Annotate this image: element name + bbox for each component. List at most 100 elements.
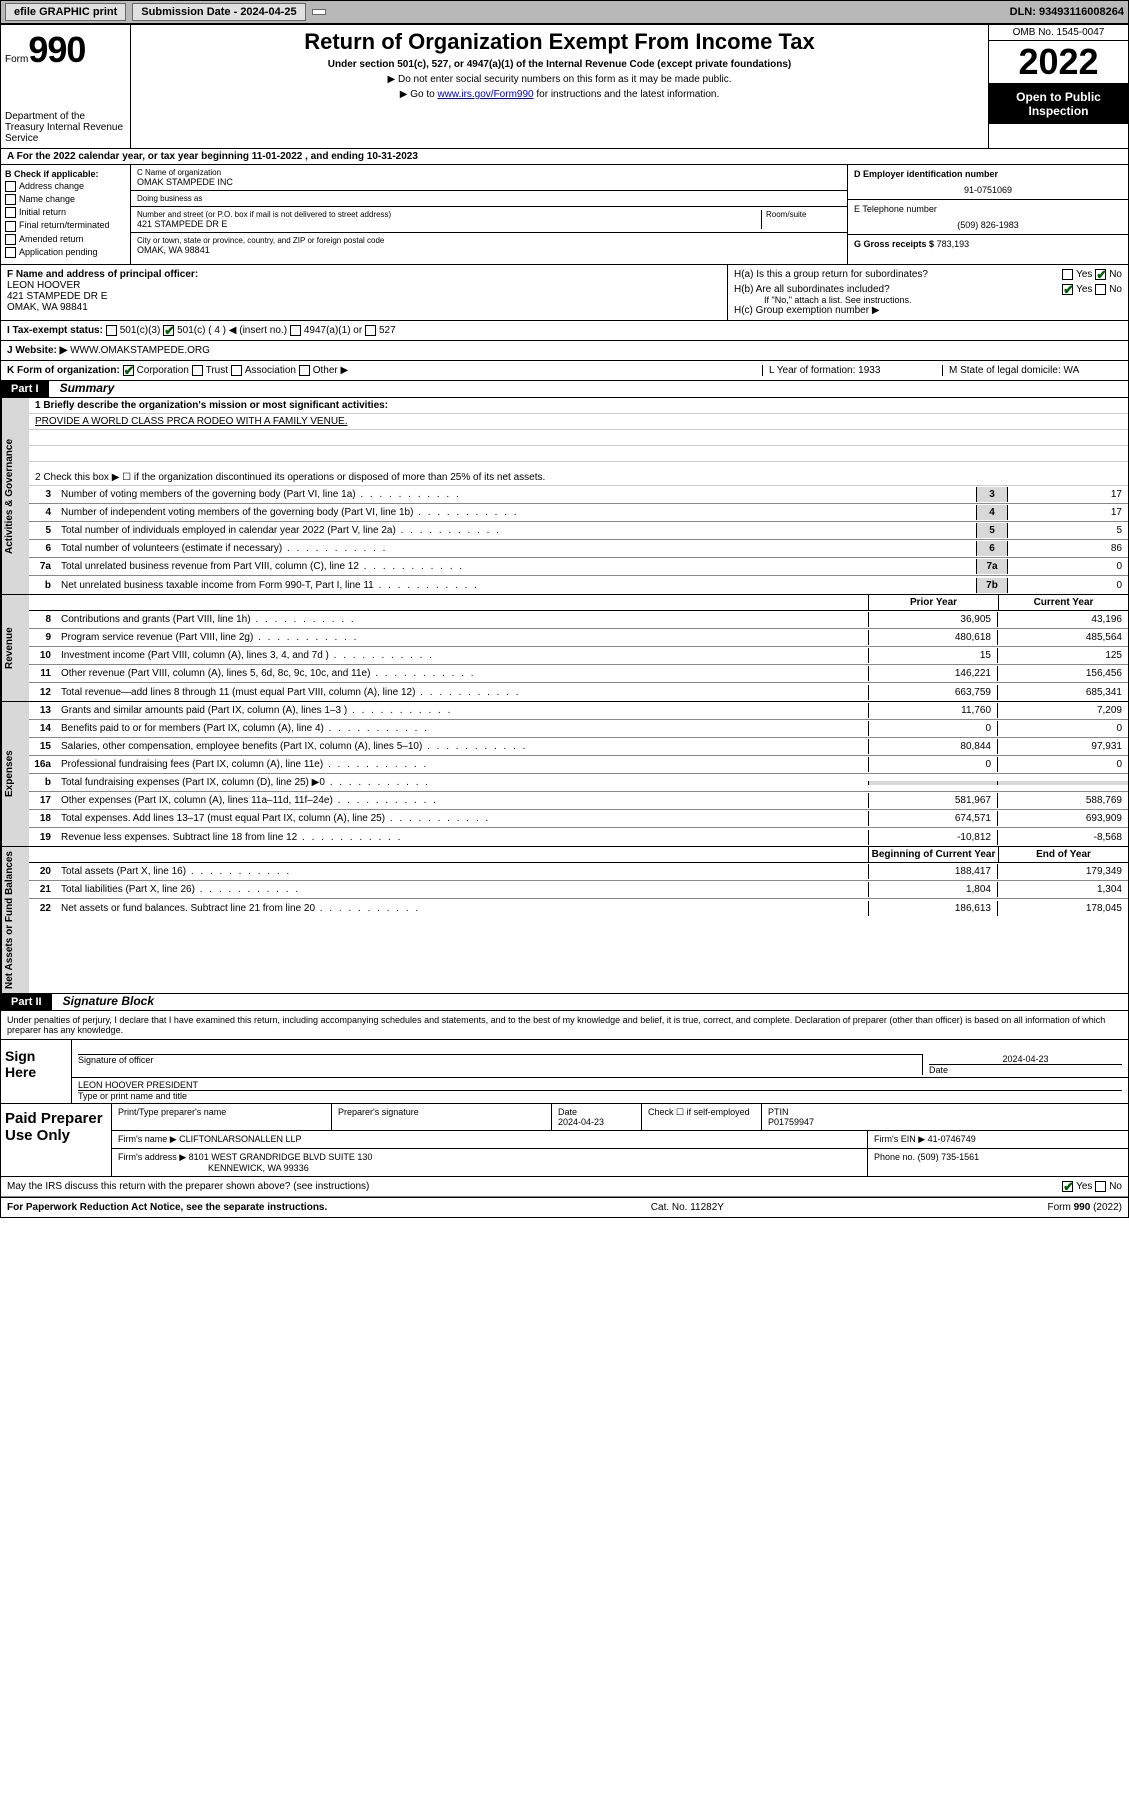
chk-ha-yes[interactable] [1062, 269, 1073, 280]
form-number: 990 [28, 29, 85, 70]
subdate-field [312, 9, 326, 15]
side-netassets: Net Assets or Fund Balances [1, 847, 29, 993]
line-16a: 16aProfessional fundraising fees (Part I… [29, 756, 1128, 774]
omb-number: OMB No. 1545-0047 [989, 25, 1128, 41]
org-name: OMAK STAMPEDE INC [137, 177, 841, 187]
firm-addr: 8101 WEST GRANDRIDGE BLVD SUITE 130 [189, 1152, 373, 1162]
subtitle-1: Under section 501(c), 527, or 4947(a)(1)… [139, 59, 980, 70]
officer-name: LEON HOOVER [7, 280, 721, 291]
chk-other[interactable] [299, 365, 310, 376]
sig-date: 2024-04-23 [929, 1054, 1122, 1064]
top-bar: efile GRAPHIC print Submission Date - 20… [0, 0, 1129, 24]
chk-hb-yes[interactable] [1062, 284, 1073, 295]
col-b-checkboxes: B Check if applicable: Address change Na… [1, 165, 131, 264]
line-7a: 7aTotal unrelated business revenue from … [29, 558, 1128, 576]
street-address: 421 STAMPEDE DR E [137, 219, 761, 229]
subtitle-2: ▶ Do not enter social security numbers o… [139, 74, 980, 85]
prep-date: 2024-04-23 [558, 1117, 604, 1127]
footer-mid: Cat. No. 11282Y [651, 1202, 724, 1213]
paid-preparer: Paid Preparer Use Only [1, 1104, 111, 1176]
line-10: 10Investment income (Part VIII, column (… [29, 647, 1128, 665]
form-990: Form990 Department of the Treasury Inter… [0, 24, 1129, 1218]
side-revenue: Revenue [1, 595, 29, 701]
line-17: 17Other expenses (Part IX, column (A), l… [29, 792, 1128, 810]
line-b: bNet unrelated business taxable income f… [29, 576, 1128, 594]
firm-ein: 41-0746749 [928, 1134, 976, 1144]
line-3: 3Number of voting members of the governi… [29, 486, 1128, 504]
ein: 91-0751069 [854, 185, 1122, 195]
officer-addr1: 421 STAMPEDE DR E [7, 291, 721, 302]
line-9: 9Program service revenue (Part VIII, lin… [29, 629, 1128, 647]
line-4: 4Number of independent voting members of… [29, 504, 1128, 522]
chk-527[interactable] [365, 325, 376, 336]
line-8: 8Contributions and grants (Part VIII, li… [29, 611, 1128, 629]
chk-501c3[interactable] [106, 325, 117, 336]
chk-amended[interactable] [5, 234, 16, 245]
hc-group-exemption: H(c) Group exemption number ▶ [734, 305, 1122, 316]
line-15: 15Salaries, other compensation, employee… [29, 738, 1128, 756]
city-state-zip: OMAK, WA 98841 [137, 245, 841, 255]
line-20: 20Total assets (Part X, line 16) 188,417… [29, 863, 1128, 881]
line-5: 5Total number of individuals employed in… [29, 522, 1128, 540]
chk-address-change[interactable] [5, 181, 16, 192]
subdate-btn[interactable]: Submission Date - 2024-04-25 [132, 3, 305, 21]
side-governance: Activities & Governance [1, 398, 29, 594]
chk-initial-return[interactable] [5, 207, 16, 218]
officer-addr2: OMAK, WA 98841 [7, 302, 721, 313]
chk-discuss-no[interactable] [1095, 1181, 1106, 1192]
firm-phone: (509) 735-1561 [918, 1152, 980, 1162]
line-19: 19Revenue less expenses. Subtract line 1… [29, 828, 1128, 846]
chk-501c[interactable] [163, 325, 174, 336]
line-6: 6Total number of volunteers (estimate if… [29, 540, 1128, 558]
efile-btn[interactable]: efile GRAPHIC print [5, 3, 126, 21]
line-11: 11Other revenue (Part VIII, column (A), … [29, 665, 1128, 683]
year-formation: L Year of formation: 1933 [762, 365, 942, 376]
line-12: 12Total revenue—add lines 8 through 11 (… [29, 683, 1128, 701]
chk-hb-no[interactable] [1095, 284, 1106, 295]
mission: PROVIDE A WORLD CLASS PRCA RODEO WITH A … [29, 414, 1128, 430]
line-21: 21Total liabilities (Part X, line 26) 1,… [29, 881, 1128, 899]
phone: (509) 826-1983 [854, 220, 1122, 230]
chk-corp[interactable] [123, 365, 134, 376]
col-d-contact: D Employer identification number91-07510… [848, 165, 1128, 264]
line2: 2 Check this box ▶ ☐ if the organization… [29, 470, 1128, 486]
part2-title: Signature Block [55, 994, 154, 1008]
line-13: 13Grants and similar amounts paid (Part … [29, 702, 1128, 720]
chk-ha-no[interactable] [1095, 269, 1106, 280]
chk-app-pending[interactable] [5, 247, 16, 258]
line-22: 22Net assets or fund balances. Subtract … [29, 899, 1128, 917]
chk-name-change[interactable] [5, 194, 16, 205]
line-18: 18Total expenses. Add lines 13–17 (must … [29, 810, 1128, 828]
row-a-tax-year: A For the 2022 calendar year, or tax yea… [1, 149, 1128, 165]
dln: DLN: 93493116008264 [1010, 6, 1124, 18]
footer-right: Form 990 (2022) [1048, 1202, 1122, 1213]
state-domicile: M State of legal domicile: WA [942, 365, 1122, 376]
form-title: Return of Organization Exempt From Incom… [139, 29, 980, 55]
subtitle-3: ▶ Go to www.irs.gov/Form990 for instruct… [139, 89, 980, 100]
irs-link[interactable]: www.irs.gov/Form990 [437, 89, 533, 100]
ptin: P01759947 [768, 1117, 814, 1127]
col-c-org-info: C Name of organizationOMAK STAMPEDE INC … [131, 165, 848, 264]
dept-label: Department of the Treasury Internal Reve… [5, 111, 126, 144]
tax-year: 2022 [989, 41, 1128, 84]
line-b: bTotal fundraising expenses (Part IX, co… [29, 774, 1128, 792]
footer-left: For Paperwork Reduction Act Notice, see … [7, 1202, 327, 1213]
gross-receipts: 783,193 [937, 239, 970, 249]
chk-assoc[interactable] [231, 365, 242, 376]
sign-here: Sign Here [1, 1040, 71, 1103]
open-public: Open to Public Inspection [989, 84, 1128, 124]
chk-final-return[interactable] [5, 221, 16, 232]
side-expenses: Expenses [1, 702, 29, 846]
part1-title: Summary [52, 381, 115, 395]
firm-name: CLIFTONLARSONALLEN LLP [179, 1134, 301, 1144]
line-14: 14Benefits paid to or for members (Part … [29, 720, 1128, 738]
form-label: Form [5, 54, 28, 65]
chk-trust[interactable] [192, 365, 203, 376]
part1-header: Part I [1, 381, 49, 397]
officer-sig-name: LEON HOOVER PRESIDENT [78, 1080, 1122, 1090]
website: WWW.OMAKSTAMPEDE.ORG [70, 345, 210, 356]
chk-discuss-yes[interactable] [1062, 1181, 1073, 1192]
chk-4947[interactable] [290, 325, 301, 336]
declaration: Under penalties of perjury, I declare th… [1, 1011, 1128, 1039]
part2-header: Part II [1, 994, 52, 1010]
